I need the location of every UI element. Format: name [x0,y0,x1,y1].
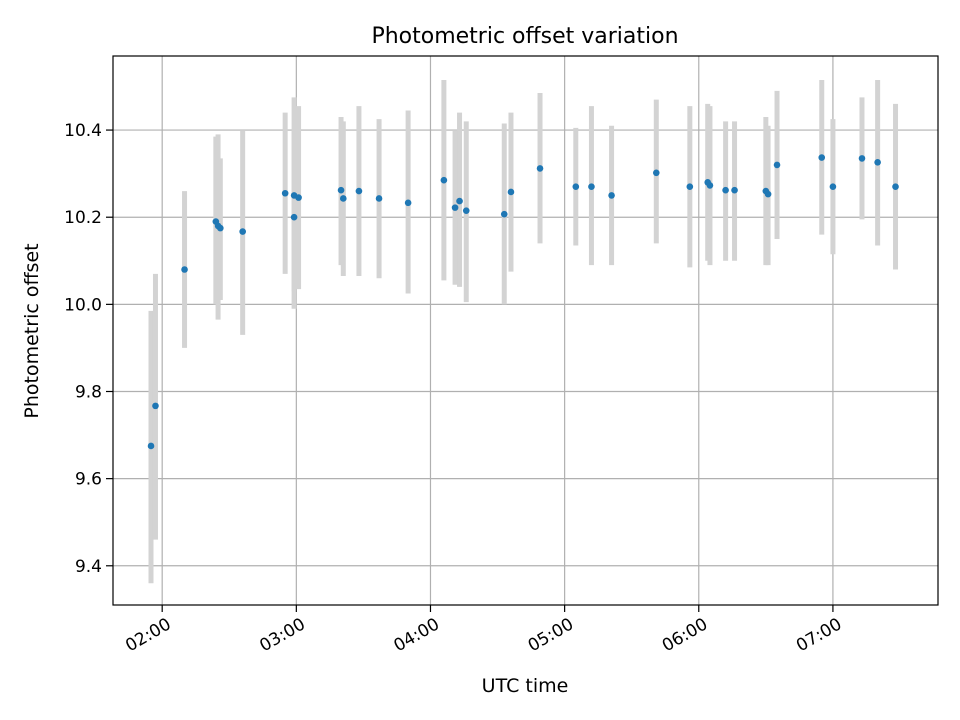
data-point [706,182,714,189]
data-point [339,195,347,202]
data-point [181,266,188,273]
data-point [290,213,298,221]
data-point [295,194,302,201]
data-point [608,192,615,199]
data-point [874,159,881,166]
data-point [722,186,729,194]
data-point [281,189,289,197]
data-point [152,402,159,410]
data-point [440,176,448,184]
y-tick-label: 10.0 [64,295,102,315]
data-points [147,154,899,450]
data-point [462,207,470,214]
y-tick-label: 10.4 [64,121,102,141]
data-point [355,187,363,195]
data-point [500,210,508,218]
data-point [536,165,544,172]
data-point [858,155,866,162]
data-point [404,199,412,207]
data-point [375,195,383,202]
data-point [818,154,826,161]
data-point [829,183,837,191]
y-tick-label: 9.4 [75,557,102,577]
data-point [239,228,246,235]
plot-frame [112,55,939,606]
data-point [764,190,772,198]
y-tick-label: 9.8 [75,383,102,403]
data-point [451,204,459,211]
grid [113,56,938,605]
data-point [217,224,224,232]
x-axis-label: UTC time [482,675,569,697]
y-tick-label: 9.6 [75,470,102,490]
data-point [147,442,155,450]
data-point [652,169,660,177]
data-point [731,186,738,194]
data-point [456,197,463,205]
data-point [588,183,595,191]
data-point [686,183,694,191]
data-point [337,186,345,194]
y-axis-ticks: 9.4 9.6 9.8 10.0 10.2 10.4 [64,121,113,577]
y-tick-label: 10.2 [64,208,102,228]
chart-title: Photometric offset variation [371,24,678,49]
data-point [572,183,580,191]
data-point [892,183,899,191]
y-axis-label: Photometric offset [21,243,43,418]
data-point [773,161,781,169]
plot-area-background [113,56,938,605]
data-point [507,188,515,196]
